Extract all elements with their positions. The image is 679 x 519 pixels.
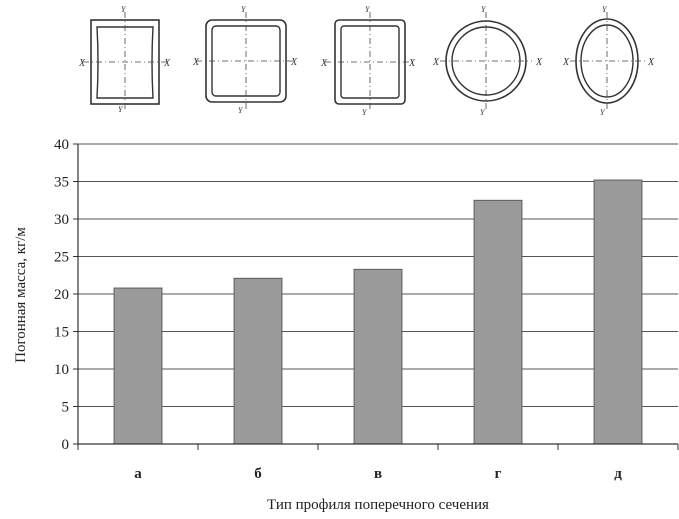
axes <box>73 143 679 450</box>
x-axis-title: Тип профиля поперечного сечения <box>267 497 489 513</box>
y-tick-label: 25 <box>54 250 69 266</box>
x-tick-label: д <box>614 466 622 482</box>
y-tick-label: 0 <box>62 437 70 453</box>
y-tick-label: 5 <box>62 400 70 416</box>
bar-4 <box>473 199 523 445</box>
section-d-x-left: X <box>432 57 440 68</box>
section-e-y-bottom: Y <box>600 108 606 117</box>
section-a-y-top: Y <box>121 5 127 14</box>
x-tick-label: в <box>374 466 382 482</box>
y-tick-label: 15 <box>54 325 69 341</box>
y-tick-labels: 0 5 10 15 20 25 30 35 40 <box>54 137 69 453</box>
x-tick-label: г <box>495 466 502 482</box>
bar-3 <box>353 268 403 445</box>
section-c-x-right: X <box>408 58 416 69</box>
section-e-sketch: X X Y Y <box>562 5 655 117</box>
x-tick-label: а <box>134 466 142 482</box>
section-d-sketch: X X Y Y <box>432 5 543 117</box>
section-b-x-right: X <box>290 57 298 68</box>
section-c-sketch: X X Y Y <box>320 5 416 117</box>
section-e-x-left: X <box>562 57 570 68</box>
y-tick-label: 20 <box>54 287 69 303</box>
cross-section-sketches: X X Y Y X X Y Y X X Y Y <box>78 5 655 117</box>
y-tick-label: 35 <box>54 175 69 191</box>
bar-1 <box>113 287 163 445</box>
section-b-sketch: X X Y Y <box>192 5 298 115</box>
section-e-x-right: X <box>647 57 655 68</box>
section-d-x-right: X <box>535 57 543 68</box>
x-tick-label: б <box>254 466 262 482</box>
section-b-y-top: Y <box>241 5 247 14</box>
y-tick-label: 40 <box>54 137 69 153</box>
section-b-y-bottom: Y <box>238 106 244 115</box>
y-axis-title: Погонная масса, кг/м <box>13 227 29 363</box>
section-b-x-left: X <box>192 57 200 68</box>
x-tick-labels: а б в г д <box>134 466 622 482</box>
y-tick-label: 10 <box>54 362 69 378</box>
bars <box>113 179 643 445</box>
section-c-y-top: Y <box>365 5 371 14</box>
section-a-x-right: X <box>163 58 171 69</box>
section-c-y-bottom: Y <box>362 108 368 117</box>
section-a-sketch: X X Y Y <box>78 5 171 114</box>
section-a-x-left: X <box>78 58 86 69</box>
section-d-y-top: Y <box>481 5 487 14</box>
section-e-y-top: Y <box>602 5 608 14</box>
section-a-y-bottom: Y <box>118 105 124 114</box>
section-d-y-bottom: Y <box>480 108 486 117</box>
bar-chart: 0 5 10 15 20 25 30 35 40 а б в г д Погонная масса, к… <box>13 137 679 513</box>
y-tick-label: 30 <box>54 212 69 228</box>
bar-2 <box>233 277 283 445</box>
bar-5 <box>593 179 643 445</box>
section-c-x-left: X <box>320 58 328 69</box>
